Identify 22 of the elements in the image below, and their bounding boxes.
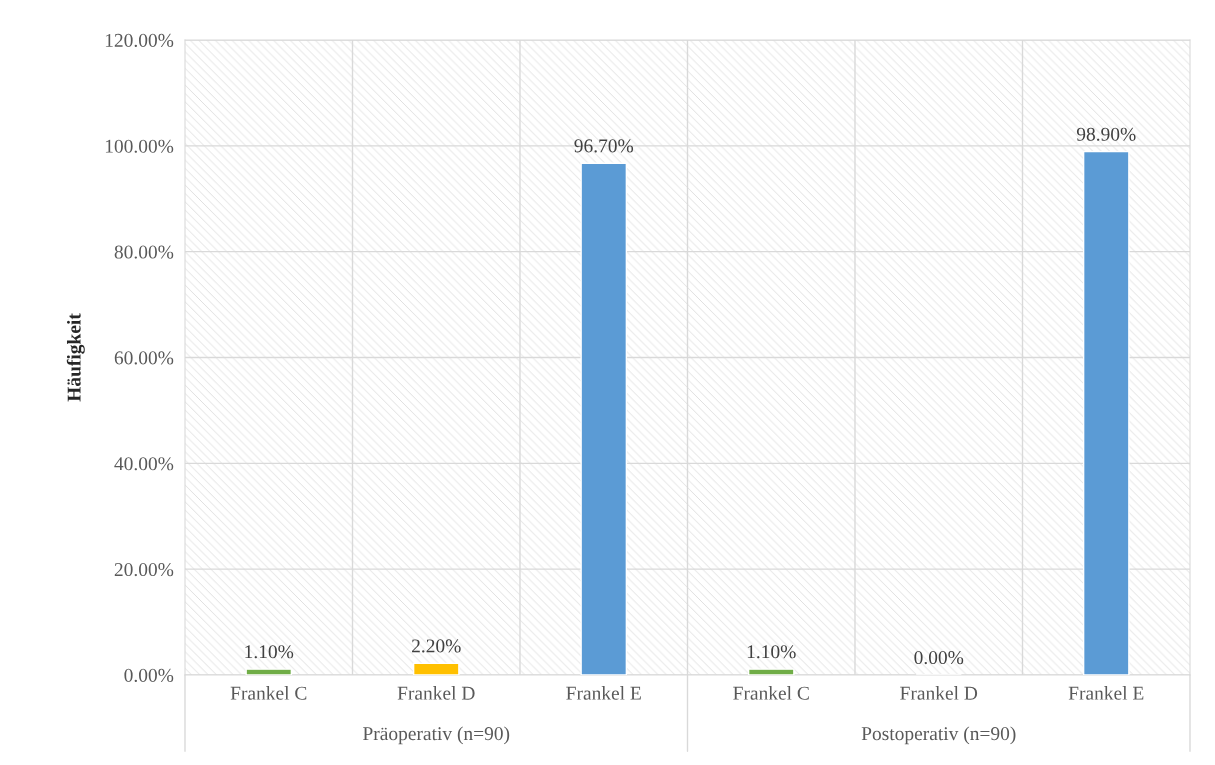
x-tick-label: Frankel E [566, 686, 641, 700]
x-tick-label: Frankel D [900, 686, 978, 700]
x-tick-label: Frankel C [230, 686, 307, 700]
data-label: 96.70% [574, 139, 634, 153]
x-tick-label: Frankel C [733, 686, 809, 700]
data-label: 1.10% [747, 645, 796, 659]
text: Präoperativ (n=90) [363, 726, 510, 745]
x-tick-label: Frankel D [397, 686, 475, 700]
y-tick-label: 100.00% [105, 139, 174, 153]
data-label: 1.10% [245, 645, 294, 659]
data-label: 2.20% [411, 639, 461, 653]
y-tick-label: 0.00% [124, 668, 174, 683]
y-tick-label: 120.00% [105, 33, 174, 48]
y-axis-title: Häufigkeit [66, 313, 85, 402]
y-tick-label: 80.00% [114, 245, 174, 259]
y-tick-label: 20.00% [114, 562, 174, 577]
text: Postoperativ (n=90) [861, 726, 1016, 745]
x-tick-label: Frankel E [1068, 686, 1144, 700]
y-tick-label: 60.00% [114, 351, 174, 365]
data-label: 0.00% [914, 650, 964, 665]
y-tick-label: 40.00% [114, 457, 174, 471]
data-label: 98.90% [1076, 127, 1136, 141]
